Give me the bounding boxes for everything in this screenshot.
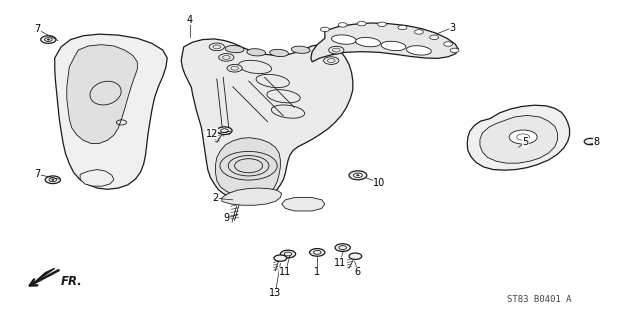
Circle shape xyxy=(47,39,50,40)
Circle shape xyxy=(415,30,424,34)
Circle shape xyxy=(324,57,339,64)
Circle shape xyxy=(274,255,287,261)
Text: 12: 12 xyxy=(206,129,218,139)
Circle shape xyxy=(217,127,232,134)
Polygon shape xyxy=(215,138,280,196)
Text: 3: 3 xyxy=(449,23,455,33)
Circle shape xyxy=(218,53,234,61)
Ellipse shape xyxy=(269,49,289,57)
Circle shape xyxy=(310,249,325,256)
Circle shape xyxy=(227,64,242,72)
Ellipse shape xyxy=(355,37,380,47)
Text: 11: 11 xyxy=(279,267,292,277)
Text: 10: 10 xyxy=(373,178,385,188)
Circle shape xyxy=(349,253,362,260)
Ellipse shape xyxy=(381,41,406,51)
Circle shape xyxy=(430,35,439,40)
Circle shape xyxy=(357,175,359,176)
Circle shape xyxy=(280,250,296,258)
Ellipse shape xyxy=(291,46,310,53)
Text: 1: 1 xyxy=(314,267,320,277)
Text: 8: 8 xyxy=(594,138,600,148)
Circle shape xyxy=(349,171,367,180)
Text: 9: 9 xyxy=(224,213,229,223)
Polygon shape xyxy=(80,170,114,186)
Circle shape xyxy=(45,176,61,184)
Text: 13: 13 xyxy=(269,288,282,298)
Ellipse shape xyxy=(247,49,266,56)
Text: ST83 B0401 A: ST83 B0401 A xyxy=(508,295,572,304)
Circle shape xyxy=(584,138,597,145)
Ellipse shape xyxy=(406,46,431,55)
Circle shape xyxy=(509,130,537,144)
Ellipse shape xyxy=(225,45,244,53)
Polygon shape xyxy=(31,268,55,285)
Circle shape xyxy=(378,22,387,27)
Circle shape xyxy=(41,36,56,44)
Text: FR.: FR. xyxy=(61,275,83,288)
Circle shape xyxy=(335,244,350,252)
Text: 6: 6 xyxy=(355,267,361,277)
Polygon shape xyxy=(282,197,325,211)
Ellipse shape xyxy=(331,35,356,44)
Polygon shape xyxy=(311,23,459,62)
Text: 2: 2 xyxy=(212,193,218,203)
Circle shape xyxy=(450,48,459,52)
Circle shape xyxy=(329,46,344,54)
Polygon shape xyxy=(67,45,138,143)
Text: 7: 7 xyxy=(34,24,41,34)
Circle shape xyxy=(52,179,54,180)
Circle shape xyxy=(398,25,407,30)
Circle shape xyxy=(320,27,329,32)
Circle shape xyxy=(357,21,366,26)
Text: 7: 7 xyxy=(34,169,41,179)
Polygon shape xyxy=(181,39,353,200)
Polygon shape xyxy=(480,116,557,163)
Polygon shape xyxy=(55,34,168,189)
Circle shape xyxy=(338,23,347,27)
Text: 11: 11 xyxy=(334,258,347,268)
Polygon shape xyxy=(467,105,569,170)
Text: 4: 4 xyxy=(187,15,193,25)
Circle shape xyxy=(209,43,224,51)
Polygon shape xyxy=(222,188,282,205)
Circle shape xyxy=(444,42,453,46)
Text: 5: 5 xyxy=(522,138,528,148)
